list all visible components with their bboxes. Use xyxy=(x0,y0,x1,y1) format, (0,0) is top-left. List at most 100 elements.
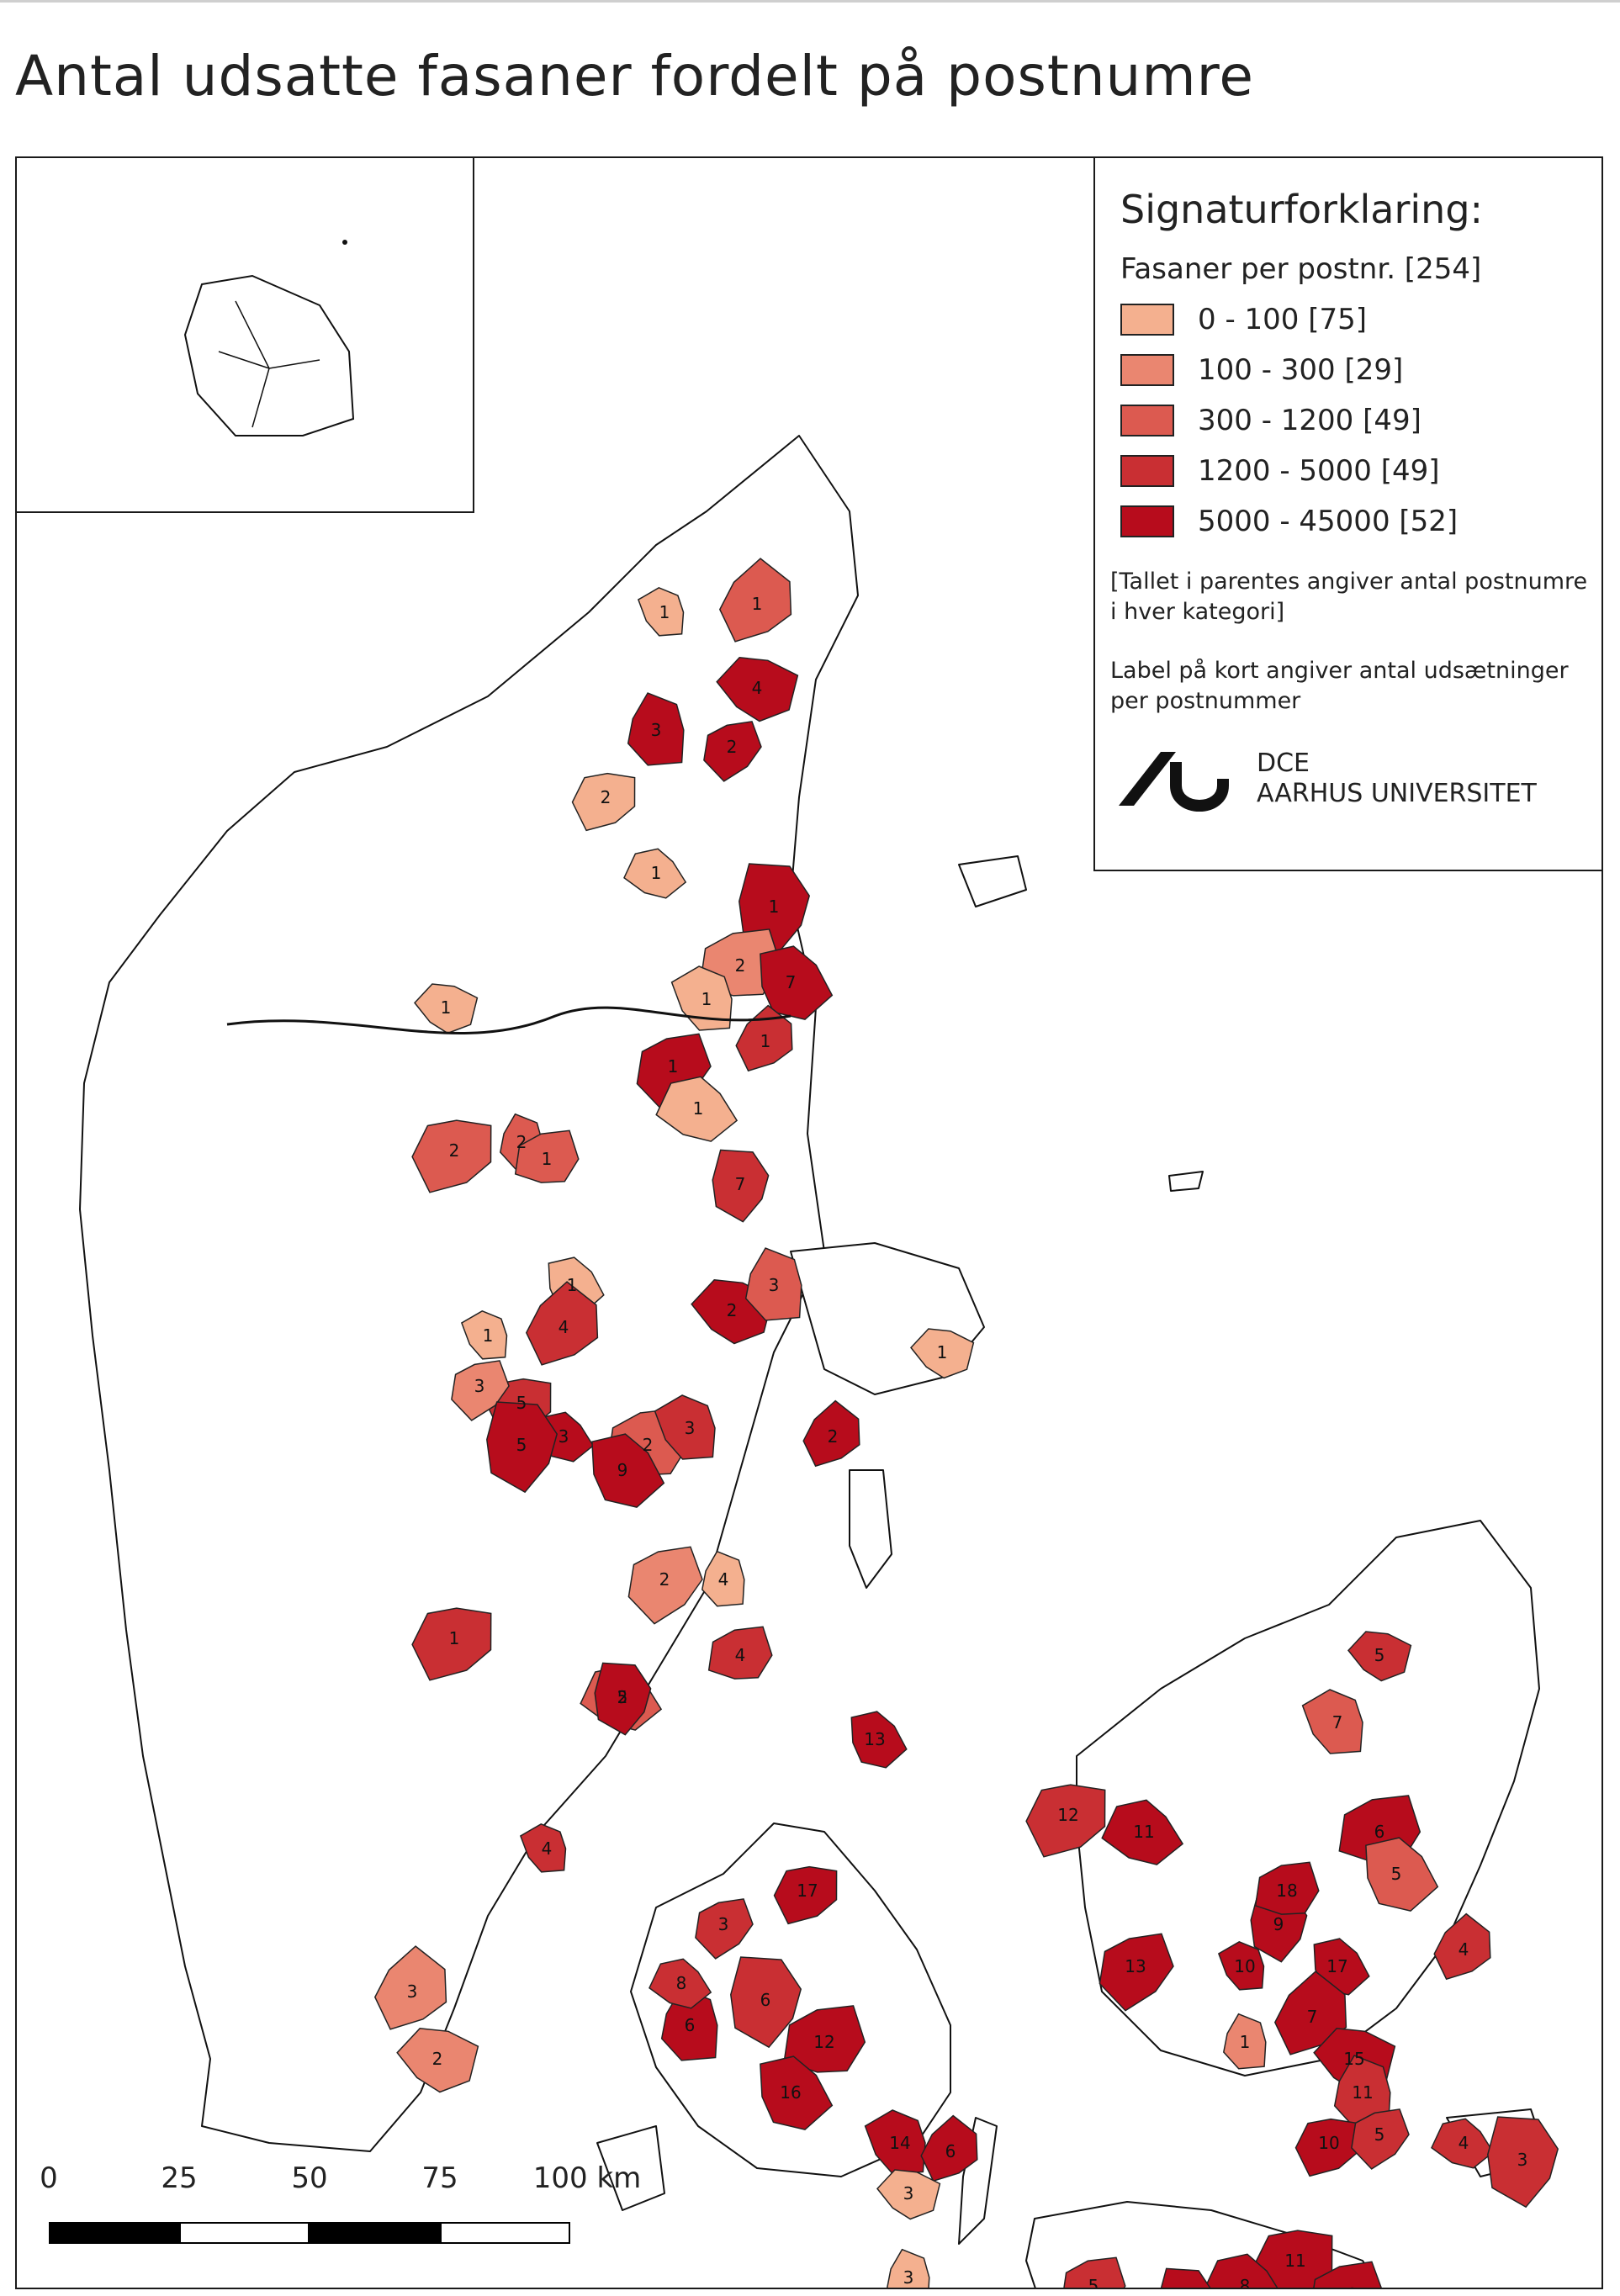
postal-region[interactable] xyxy=(414,983,479,1034)
region-release-count: 2 xyxy=(735,955,746,976)
postal-region[interactable] xyxy=(910,1328,975,1379)
postal-region[interactable] xyxy=(1301,1689,1363,1754)
postal-region[interactable] xyxy=(396,2028,479,2093)
postal-region[interactable] xyxy=(850,1711,908,1769)
region-release-count: 2 xyxy=(601,787,611,807)
legend-swatch xyxy=(1120,354,1174,386)
legend-swatch xyxy=(1120,304,1174,336)
postal-region[interactable] xyxy=(1099,1933,1174,2012)
postal-region[interactable] xyxy=(373,1945,447,2030)
postal-region[interactable] xyxy=(514,1129,580,1183)
region-release-count: 1 xyxy=(752,594,763,614)
postal-region[interactable] xyxy=(716,657,799,722)
region-release-count: 2 xyxy=(659,1569,670,1590)
region-release-count: 1 xyxy=(441,997,452,1018)
postal-region[interactable] xyxy=(735,1004,793,1072)
postal-region[interactable] xyxy=(655,1076,739,1142)
postal-region[interactable] xyxy=(411,1119,492,1193)
dce-logo: DCE AARHUS UNIVERSITET xyxy=(1110,745,1586,812)
region-release-count: 16 xyxy=(1335,2284,1356,2289)
postal-region[interactable] xyxy=(519,1823,567,1873)
region-release-count: 5 xyxy=(1374,1645,1385,1665)
region-release-count: 4 xyxy=(1459,1939,1469,1960)
postal-region[interactable] xyxy=(1158,2267,1214,2289)
postal-region[interactable] xyxy=(571,772,636,832)
region-release-count: 2 xyxy=(643,1435,654,1455)
postal-region[interactable] xyxy=(654,1394,716,1460)
region-release-count: 3 xyxy=(903,2267,914,2288)
legend-swatch xyxy=(1120,455,1174,487)
region-release-count: 3 xyxy=(1517,2150,1528,2170)
postal-region[interactable] xyxy=(627,692,685,766)
postal-region[interactable] xyxy=(744,1247,802,1321)
postal-region[interactable] xyxy=(1062,2256,1126,2289)
postal-region[interactable] xyxy=(486,1401,559,1494)
postal-region[interactable] xyxy=(591,1433,665,1508)
postal-region[interactable] xyxy=(876,2169,941,2220)
postal-region[interactable] xyxy=(637,586,685,637)
region-release-count: 9 xyxy=(617,1460,628,1480)
legend-swatch xyxy=(1120,505,1174,537)
scale-tick-label: 0 xyxy=(40,2161,58,2195)
postal-region[interactable] xyxy=(623,848,687,899)
postal-region[interactable] xyxy=(718,558,792,643)
postal-region[interactable] xyxy=(1025,1784,1106,1858)
postal-region[interactable] xyxy=(1101,1799,1184,1865)
postal-region[interactable] xyxy=(1431,2118,1495,2169)
postal-region[interactable] xyxy=(460,1309,508,1360)
postal-region[interactable] xyxy=(451,1360,510,1421)
postal-region[interactable] xyxy=(712,1149,770,1223)
region-release-count: 4 xyxy=(752,678,763,698)
legend-panel: Signaturforklaring: Fasaner per postnr. … xyxy=(1093,156,1603,871)
postal-region[interactable] xyxy=(730,1956,802,2049)
scale-segment xyxy=(440,2222,570,2244)
region-release-count: 3 xyxy=(407,1981,418,2002)
postal-region[interactable] xyxy=(920,2114,978,2182)
postal-region[interactable] xyxy=(1347,1631,1412,1682)
postal-region[interactable] xyxy=(1254,1861,1320,1915)
postal-region[interactable] xyxy=(1351,2108,1410,2170)
postal-region[interactable] xyxy=(701,1550,745,1607)
postal-region[interactable] xyxy=(760,2055,834,2130)
postal-region[interactable] xyxy=(707,1626,773,1680)
postal-region[interactable] xyxy=(649,1958,712,2009)
region-release-count: 2 xyxy=(516,1132,527,1152)
region-release-count: 14 xyxy=(889,2133,910,2153)
scale-segment xyxy=(179,2222,310,2244)
postal-region[interactable] xyxy=(695,1898,754,1960)
zealand-landmass xyxy=(1076,1520,1540,2076)
postal-region[interactable] xyxy=(783,2005,866,2073)
region-release-count: 10 xyxy=(1234,1956,1255,1976)
region-release-count: 11 xyxy=(1352,2082,1373,2103)
postal-region[interactable] xyxy=(1252,2230,1333,2289)
postal-region[interactable] xyxy=(773,1865,838,1925)
region-release-count: 1 xyxy=(651,863,662,883)
region-release-count: 1 xyxy=(483,1325,494,1346)
postal-region[interactable] xyxy=(1433,1912,1491,1981)
region-release-count: 4 xyxy=(718,1569,729,1590)
postal-region[interactable] xyxy=(1273,1971,1347,2055)
region-release-count: 2 xyxy=(727,1300,738,1320)
postal-region[interactable] xyxy=(1365,1837,1439,1912)
region-release-count: 2 xyxy=(828,1426,839,1447)
postal-region[interactable] xyxy=(802,1399,860,1468)
anholt-island xyxy=(1168,1171,1204,1192)
postal-region[interactable] xyxy=(594,1662,652,1736)
postal-region[interactable] xyxy=(411,1607,492,1681)
region-release-count: 6 xyxy=(1374,1822,1385,1842)
postal-region[interactable] xyxy=(1222,2013,1267,2070)
postal-region[interactable] xyxy=(670,965,733,1031)
postal-region[interactable] xyxy=(525,1281,599,1366)
region-release-count: 3 xyxy=(718,1914,729,1934)
postal-region[interactable] xyxy=(627,1546,703,1625)
map-title: Antal udsatte fasaner fordelt på postnum… xyxy=(15,44,1254,108)
postal-region[interactable] xyxy=(1310,2261,1384,2289)
postal-region[interactable] xyxy=(887,2248,930,2289)
postal-region[interactable] xyxy=(1487,2116,1559,2209)
postal-region[interactable] xyxy=(1217,1940,1265,1991)
bornholm-map xyxy=(183,240,355,436)
postal-region[interactable] xyxy=(703,721,762,782)
postal-region[interactable] xyxy=(1203,2253,1284,2289)
